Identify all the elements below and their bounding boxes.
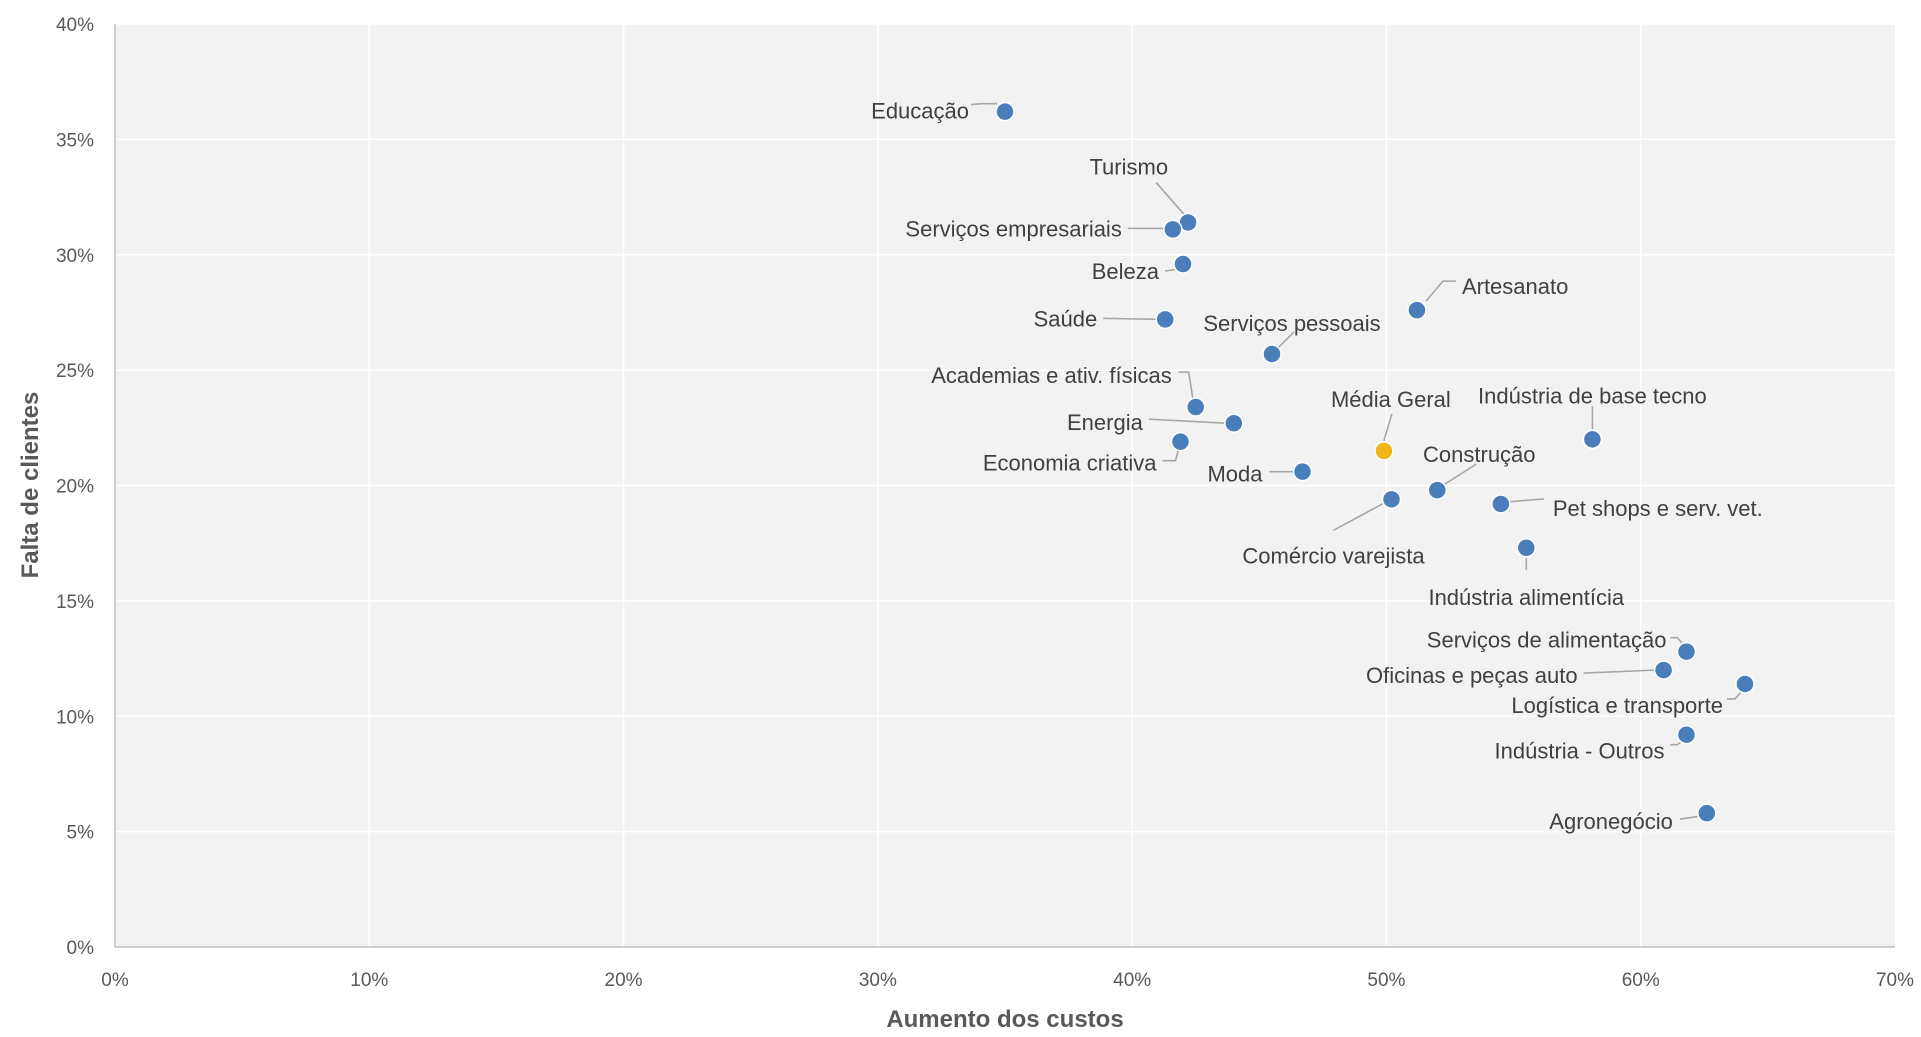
- x-tick-label: 20%: [605, 970, 643, 991]
- point-label: Serviços de alimentação: [1427, 628, 1667, 653]
- leader-line: [1679, 815, 1700, 820]
- leader-line: [1155, 181, 1185, 215]
- data-point: [1155, 309, 1175, 330]
- x-axis-title: Aumento dos custos: [886, 1006, 1123, 1033]
- x-tick-labels: 0% 10% 20% 30% 40% 50% 60% 70%: [101, 970, 1914, 991]
- leader-line: [1178, 371, 1194, 399]
- x-tick-label: 40%: [1113, 970, 1151, 991]
- point-label: Oficinas e peças auto: [1366, 663, 1578, 688]
- data-point: [1381, 489, 1402, 510]
- point-label: Moda: [1207, 462, 1263, 487]
- y-tick-label: 15%: [56, 592, 94, 613]
- data-point: [1735, 674, 1755, 694]
- x-tick-label: 60%: [1622, 970, 1660, 991]
- data-point: [1173, 254, 1193, 274]
- data-point: [1262, 344, 1282, 364]
- y-tick-label: 30%: [56, 246, 94, 267]
- x-tick-label: 10%: [350, 970, 388, 991]
- point-label: Indústria alimentícia: [1428, 585, 1624, 610]
- y-tick-label: 35%: [56, 130, 94, 151]
- leader-line: [970, 102, 997, 106]
- point-label: Logística e transporte: [1511, 693, 1723, 718]
- point-label: Construção: [1423, 442, 1536, 467]
- leader-lines: [970, 102, 1742, 820]
- y-tick-label: 0%: [67, 938, 95, 959]
- y-axis-title: Falta de clientes: [17, 392, 44, 579]
- data-point: [1582, 429, 1603, 450]
- point-label: Indústria - Outros: [1495, 739, 1665, 764]
- point-label: Artesanato: [1462, 274, 1568, 299]
- data-point: [995, 101, 1015, 122]
- x-tick-label: 0%: [101, 970, 129, 991]
- point-label: Média Geral: [1331, 387, 1451, 412]
- y-tick-label: 20%: [56, 477, 94, 498]
- leader-line: [1425, 280, 1456, 302]
- point-label: Serviços pessoais: [1203, 311, 1380, 336]
- point-label: Educação: [871, 99, 969, 124]
- leader-line: [1162, 449, 1180, 462]
- point-label: Saúde: [1034, 306, 1098, 331]
- data-point: [1170, 431, 1191, 452]
- data-points: [995, 101, 1755, 823]
- point-label: Agronegócio: [1549, 809, 1673, 834]
- y-tick-label: 25%: [56, 361, 94, 382]
- point-labels: Educação Turismo Serviços empresariais Bele…: [871, 99, 1763, 834]
- point-label: Serviços empresariais: [905, 216, 1121, 241]
- leader-line: [1726, 691, 1742, 700]
- point-label: Turismo: [1089, 154, 1168, 179]
- point-label: Comércio varejista: [1242, 543, 1425, 568]
- data-point: [1676, 724, 1697, 745]
- data-point: [1676, 641, 1697, 662]
- data-point: [1292, 461, 1313, 482]
- data-point: [1407, 300, 1427, 320]
- average-point: [1374, 441, 1394, 461]
- point-label: Indústria de base tecno: [1478, 383, 1707, 408]
- leader-line: [1383, 413, 1393, 442]
- leader-line: [1506, 498, 1544, 503]
- point-label: Economia criativa: [983, 451, 1157, 476]
- leader-line: [1442, 463, 1477, 486]
- data-point: [1163, 219, 1183, 240]
- leader-line: [1333, 502, 1384, 532]
- x-tick-label: 70%: [1876, 970, 1914, 991]
- x-tick-label: 50%: [1367, 970, 1405, 991]
- y-tick-label: 40%: [56, 15, 94, 36]
- data-point: [1427, 480, 1448, 500]
- point-label: Pet shops e serv. vet.: [1553, 496, 1763, 521]
- data-point: [1653, 660, 1674, 680]
- data-point: [1697, 803, 1717, 823]
- leader-line: [1583, 669, 1656, 674]
- leader-line: [1277, 331, 1295, 349]
- y-tick-label: 10%: [56, 707, 94, 728]
- point-label: Academias e ativ. físicas: [931, 363, 1171, 388]
- x-tick-label: 30%: [859, 970, 897, 991]
- leader-line: [1670, 636, 1684, 645]
- data-point: [1224, 413, 1244, 433]
- data-point: [1491, 494, 1511, 514]
- gridlines: [115, 23, 1895, 947]
- leader-line: [1103, 317, 1158, 321]
- data-point: [1516, 538, 1537, 558]
- leader-line: [1148, 418, 1226, 424]
- data-point: [1185, 397, 1206, 417]
- y-tick-label: 5%: [67, 823, 95, 844]
- point-label: Beleza: [1092, 259, 1160, 284]
- y-tick-labels: 0% 5% 10% 15% 20% 25% 30% 35% 40%: [56, 15, 94, 959]
- point-label: Energia: [1067, 410, 1144, 435]
